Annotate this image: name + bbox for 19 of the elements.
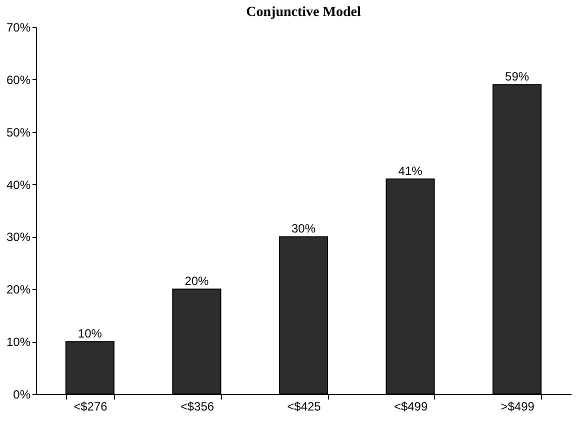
y-tick-label: 30%: [6, 230, 31, 244]
x-tick-label: <$499: [394, 400, 428, 414]
x-tick-label: <$356: [180, 400, 214, 414]
x-tick-label: <$276: [74, 400, 108, 414]
y-tick-label: 50%: [6, 125, 31, 140]
x-tick-label: >$499: [500, 400, 535, 414]
data-label: 20%: [184, 274, 210, 288]
y-tick-label: 40%: [6, 178, 31, 192]
data-label: 59%: [505, 70, 530, 84]
y-tick-label: 70%: [6, 20, 31, 34]
data-label: 10%: [78, 326, 102, 341]
data-label: 41%: [398, 164, 423, 178]
y-tick-label: 20%: [6, 282, 31, 297]
y-tick-label: 60%: [6, 72, 31, 87]
y-tick-label: 0%: [13, 388, 31, 402]
chart-title: Conjunctive Model: [246, 5, 361, 20]
data-label: 30%: [291, 222, 316, 236]
y-tick-label: 10%: [6, 335, 31, 350]
x-tick-label: <$425: [287, 400, 322, 414]
